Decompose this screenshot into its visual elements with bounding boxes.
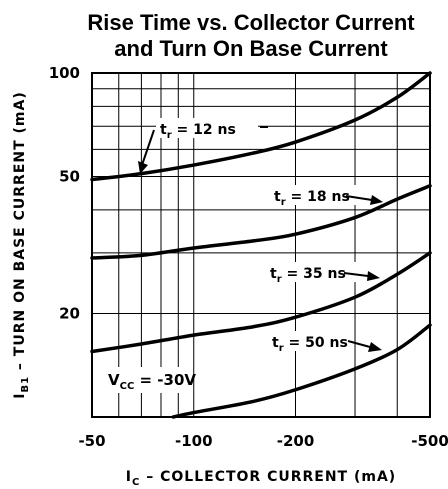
vcc-condition: VCC = -30V (104, 367, 196, 393)
y-tick-label-1: 50 (59, 168, 80, 186)
label-tr-50: tr = 50 ns (268, 331, 382, 354)
svg-text:VCC = -30V: VCC = -30V (108, 371, 196, 392)
y-axis-label: IB1 – TURN ON BASE CURRENT (mA) (12, 91, 31, 399)
x-tick-label-1: -100 (175, 432, 213, 450)
label-tr-35: tr = 35 ns (266, 262, 380, 285)
x-tick-label-2: -200 (277, 432, 315, 450)
series-line-1 (90, 184, 432, 260)
series-group (90, 71, 432, 419)
label-tr-18: tr = 18 ns (270, 185, 383, 208)
y-tick-label-0: 100 (49, 64, 80, 82)
y-tick-label-2: 20 (59, 304, 80, 322)
x-axis-label: IC – COLLECTOR CURRENT (mA) (126, 469, 396, 488)
svg-text:tr = 12 ns: tr = 12 ns (160, 122, 236, 141)
label-tr-12: tr = 12 ns (138, 118, 268, 174)
svg-text:tr = 50 ns: tr = 50 ns (272, 335, 348, 354)
series-line-2 (90, 251, 432, 354)
series-line-3 (171, 323, 432, 419)
chart-title-line-2: and Turn On Base Current (114, 36, 388, 61)
series-line-0 (90, 71, 432, 182)
plot-frame (91, 72, 431, 418)
x-tick-label-0: -50 (78, 432, 105, 450)
x-tick-label-3: -500 (411, 432, 448, 450)
chart-title-line-1: Rise Time vs. Collector Current (87, 10, 415, 35)
svg-text:tr = 18 ns: tr = 18 ns (274, 189, 350, 208)
ticks-group: -50 -100 -200 -500 100 50 20 (49, 64, 448, 450)
svg-text:tr = 35 ns: tr = 35 ns (270, 266, 346, 285)
grid (91, 72, 431, 418)
